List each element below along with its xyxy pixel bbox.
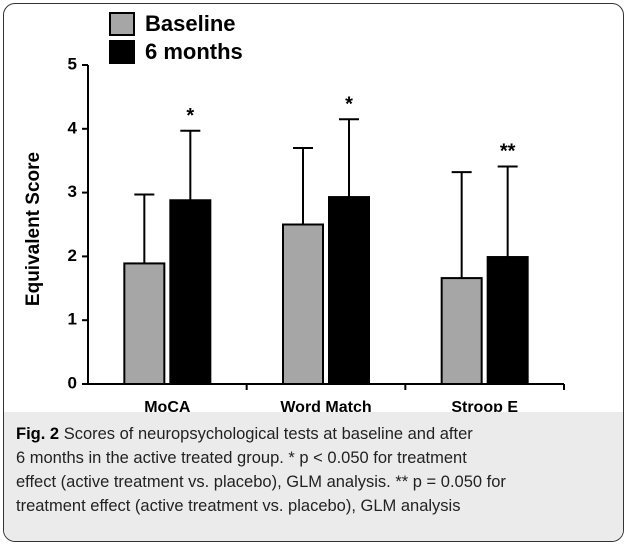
caption-line: 6 months in the active treated group. * …	[16, 449, 467, 467]
y-tick-label: 4	[68, 118, 78, 137]
caption: Fig. 2 Scores of neuropsychological test…	[4, 412, 623, 541]
legend-swatch	[109, 40, 135, 64]
y-tick-label: 2	[68, 246, 77, 265]
y-tick-label: 5	[68, 54, 77, 73]
y-tick-label: 1	[68, 310, 77, 329]
caption-line: Fig. 2 Scores of neuropsychological test…	[16, 422, 623, 446]
x-tick-label: MoCA	[144, 399, 191, 412]
bar	[440, 277, 483, 386]
x-tick-label: Stroop E	[451, 399, 518, 412]
legend-swatch	[109, 12, 135, 36]
y-axis-label: Equivalent Score	[23, 152, 44, 306]
bar	[486, 256, 529, 385]
y-tick-label: 3	[68, 182, 77, 201]
caption-line: treatment effect (active treatment vs. p…	[16, 497, 461, 515]
legend-label: Baseline	[145, 11, 236, 36]
annotation: *	[186, 105, 194, 127]
caption-text: Scores of neuropsychological tests at ba…	[63, 425, 473, 443]
chart: Equivalent Score 0 1 2 3 4 5 MoCA * Word Match * S…	[23, 11, 565, 412]
annotation: *	[345, 94, 353, 116]
caption-line: effect (active treatment vs. placebo), G…	[16, 473, 506, 491]
bar	[169, 199, 212, 385]
legend-label: 6 months	[145, 39, 243, 64]
bar	[328, 196, 370, 385]
bar	[282, 223, 324, 385]
x-tick-label: Word Match	[280, 399, 371, 412]
bar	[123, 262, 166, 385]
y-tick-label: 0	[68, 373, 77, 392]
caption-label: Fig. 2	[16, 425, 60, 443]
annotation: **	[500, 141, 516, 163]
figure: Equivalent Score 0 1 2 3 4 5 MoCA * Word Match * S…	[3, 3, 624, 542]
